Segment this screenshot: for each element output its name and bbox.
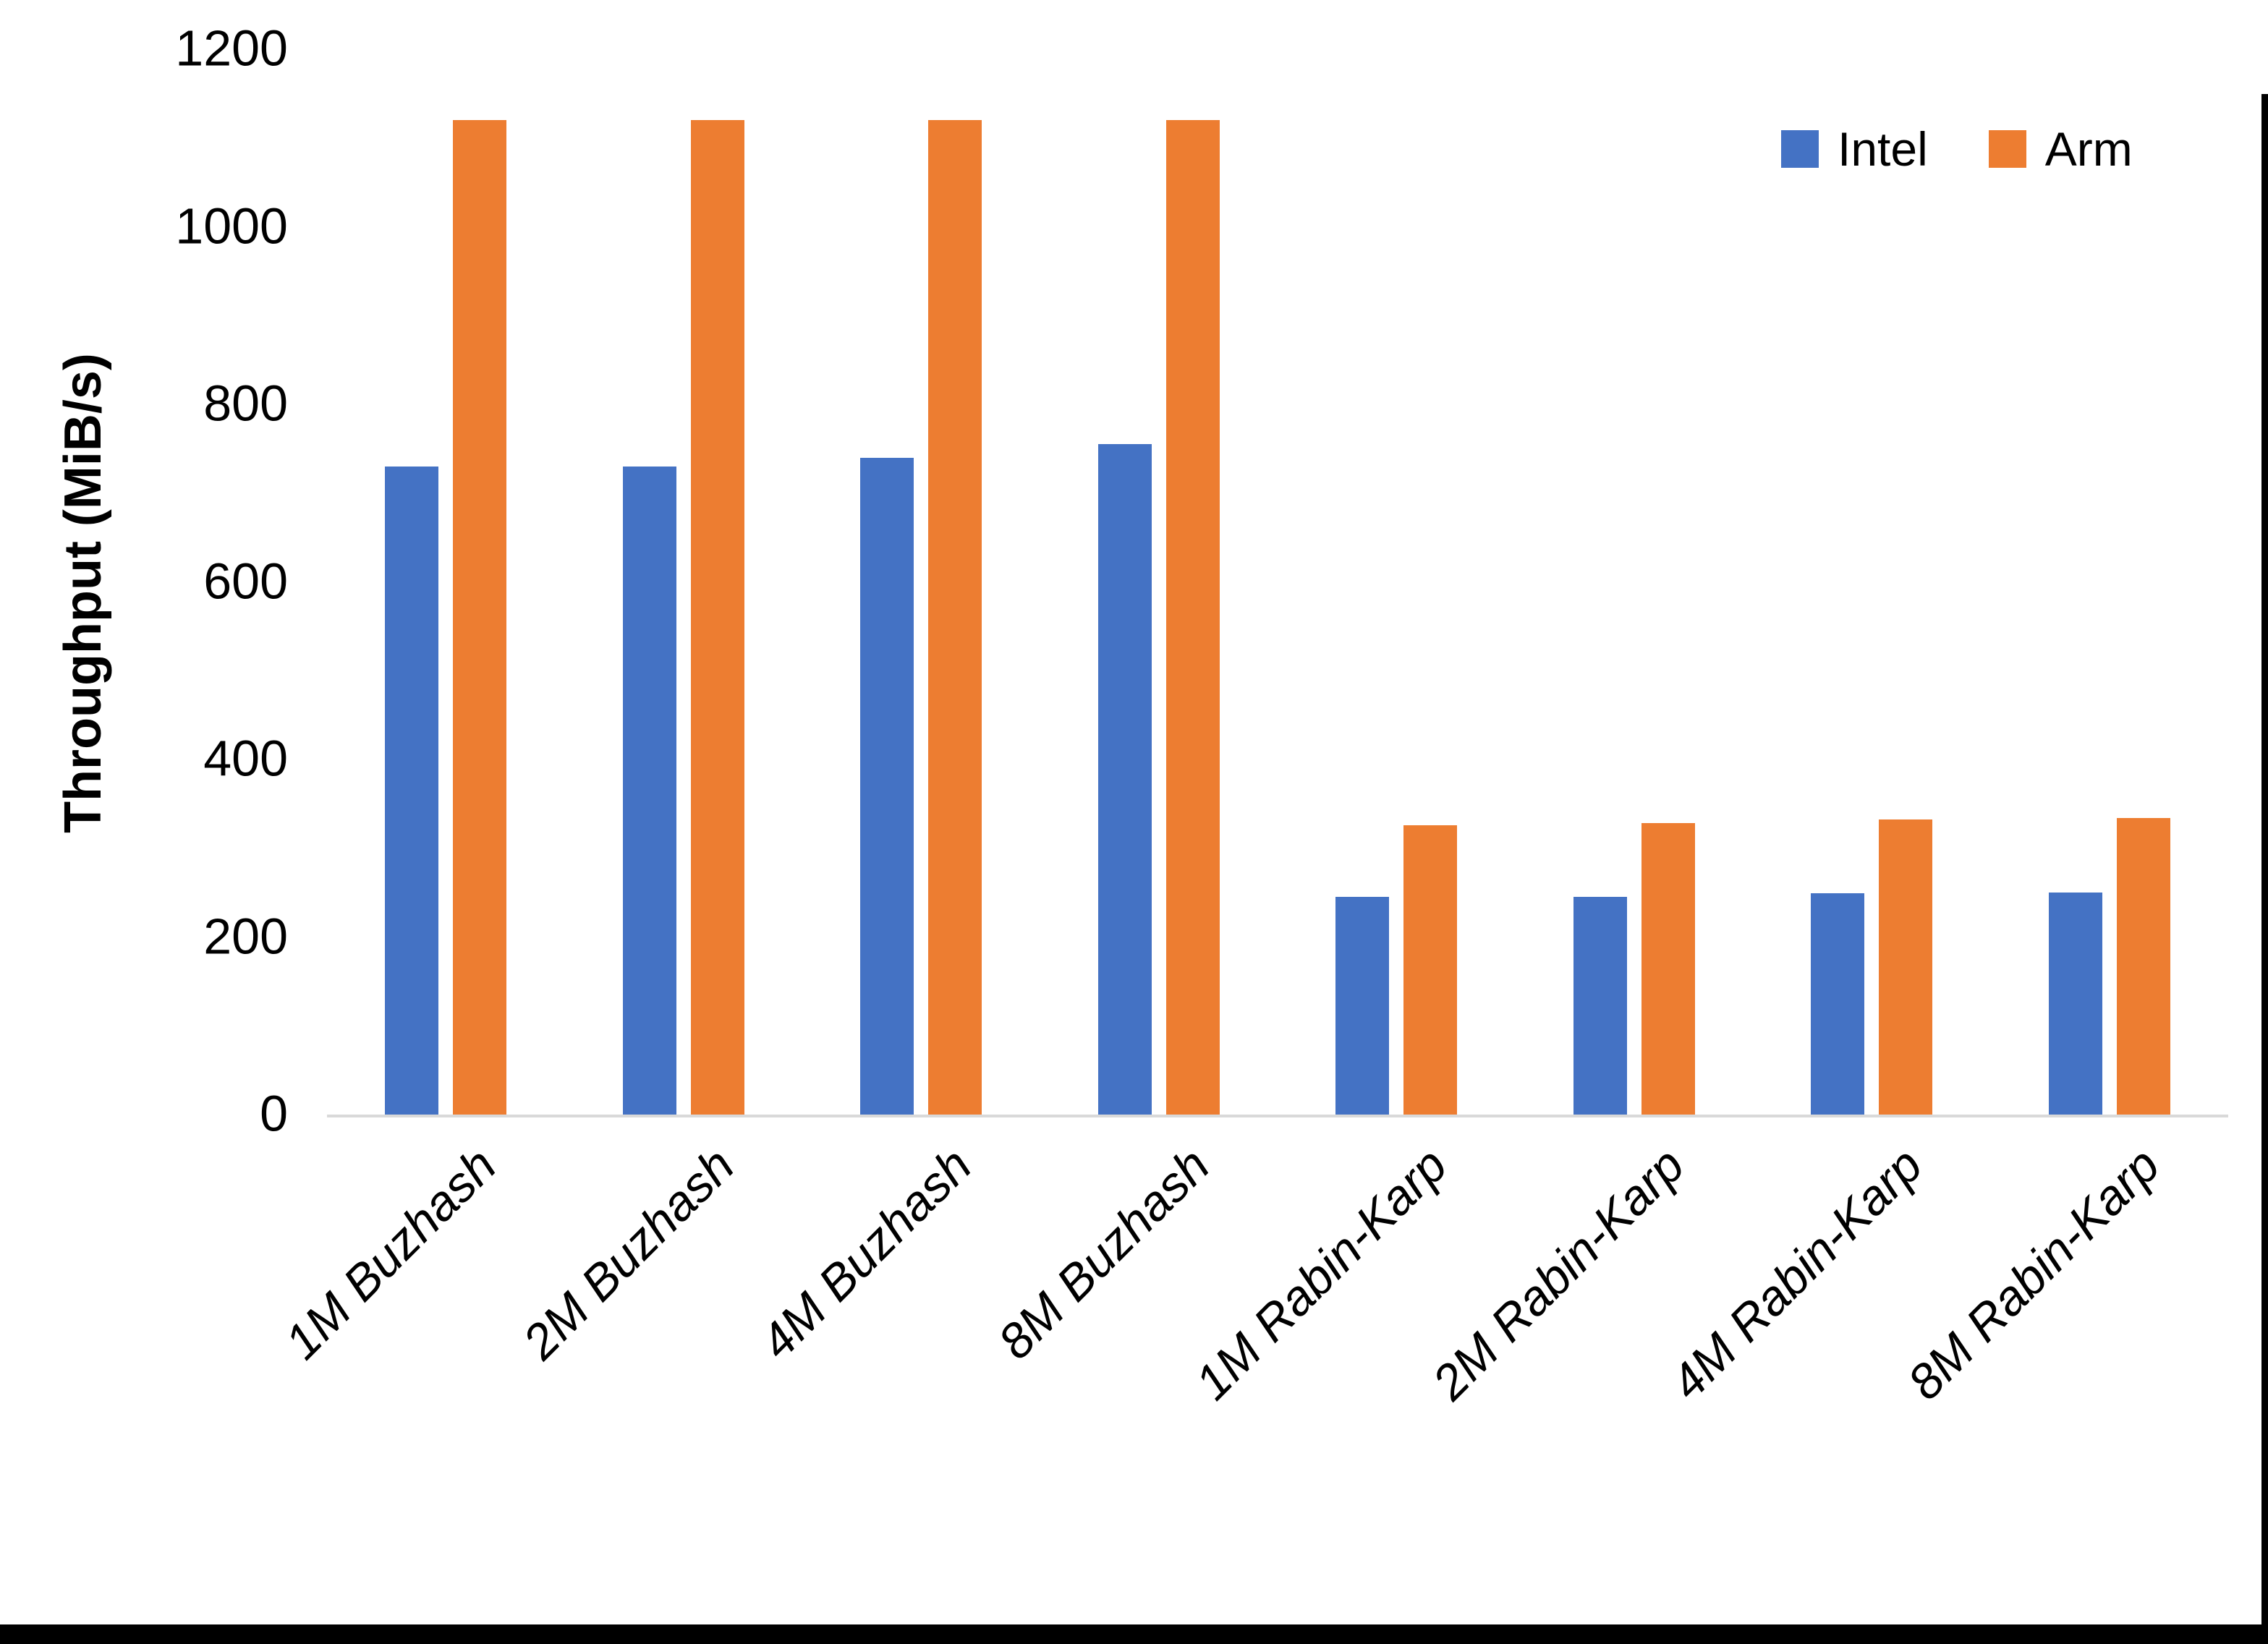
y-axis-title: Throughput (MiB/s) — [54, 353, 112, 833]
legend-label: Intel — [1838, 122, 1928, 176]
bar-intel — [2048, 893, 2102, 1115]
bar-intel — [1811, 893, 1865, 1115]
bar-intel — [1335, 897, 1390, 1115]
bar-group — [327, 49, 565, 1115]
legend-label: Arm — [2044, 122, 2133, 176]
plot-area — [327, 49, 2228, 1117]
x-axis-line — [327, 1115, 2228, 1117]
legend-item: Intel — [1781, 122, 1928, 176]
bar-arm — [928, 120, 982, 1115]
legend-item: Arm — [1988, 122, 2133, 176]
x-category-label: 4M Buzhash — [749, 1137, 982, 1370]
x-category-label: 4M Rabin-Karp — [1660, 1137, 1933, 1410]
page-edge-bottom — [0, 1624, 2268, 1644]
page-edge-right — [2261, 94, 2268, 1644]
bar-intel — [1097, 444, 1152, 1115]
bar-group — [1516, 49, 1754, 1115]
y-tick-label: 600 — [203, 552, 288, 609]
y-tick-label: 1000 — [175, 197, 288, 254]
bar-arm — [690, 120, 744, 1115]
legend: Intel Arm — [1781, 122, 2133, 176]
bar-intel — [622, 466, 676, 1115]
y-tick-label: 0 — [260, 1085, 288, 1142]
x-category-label: 1M Buzhash — [274, 1137, 507, 1370]
y-tick-label: 1200 — [175, 20, 288, 77]
bar-arm — [1641, 823, 1695, 1115]
x-category-label: 8M Buzhash — [988, 1137, 1220, 1370]
bar-arm — [453, 120, 507, 1115]
bar-intel — [385, 466, 439, 1115]
y-tick-label: 400 — [203, 730, 288, 787]
bar-group — [1278, 49, 1516, 1115]
bar-group — [1991, 49, 2229, 1115]
bar-arm — [1165, 120, 1220, 1115]
bar-group — [1040, 49, 1278, 1115]
x-category-label: 2M Rabin-Karp — [1422, 1137, 1696, 1410]
x-category-label: 2M Buzhash — [512, 1137, 745, 1370]
legend-swatch-arm — [1988, 130, 2026, 168]
bar-arm — [2116, 818, 2170, 1115]
bar-groups — [327, 49, 2228, 1115]
bar-arm — [1879, 819, 1933, 1115]
y-tick-label: 200 — [203, 907, 288, 964]
bar-intel — [860, 457, 914, 1115]
bar-group — [802, 49, 1040, 1115]
legend-swatch-intel — [1781, 130, 1819, 168]
y-axis-ticks: 0 200 400 600 800 1000 1200 — [0, 0, 288, 1644]
x-category-label: 1M Rabin-Karp — [1184, 1137, 1458, 1410]
bar-group — [565, 49, 803, 1115]
bar-arm — [1403, 825, 1458, 1115]
bar-group — [1753, 49, 1991, 1115]
bar-intel — [1573, 897, 1627, 1115]
y-tick-label: 800 — [203, 375, 288, 432]
x-category-label: 8M Rabin-Karp — [1898, 1137, 2171, 1410]
